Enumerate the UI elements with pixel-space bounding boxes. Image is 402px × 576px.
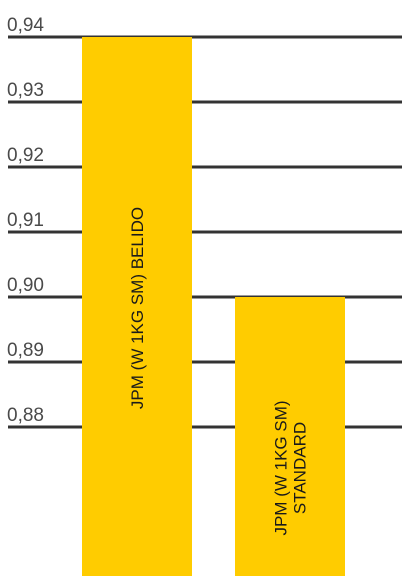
bar [235, 297, 345, 576]
bar-labels: JPM (W 1KG SM) BELIDO JPM (W 1KG SM)STAND… [128, 207, 310, 536]
bar-label-line: STANDARD [291, 422, 310, 514]
bar [82, 37, 192, 576]
y-tick-labels: 0,94 0,93 0,92 0,91 0,90 0,89 0,88 [7, 15, 44, 426]
gridlines [8, 35, 402, 429]
bar-label: JPM (W 1KG SM)STANDARD [272, 400, 310, 535]
y-tick-label: 0,94 [7, 15, 44, 36]
bar-label: JPM (W 1KG SM) BELIDO [128, 207, 147, 409]
y-tick-label: 0,90 [7, 275, 44, 296]
y-tick-label: 0,88 [7, 405, 44, 426]
y-tick-label: 0,89 [7, 340, 44, 361]
y-tick-label: 0,93 [7, 80, 44, 101]
y-tick-label: 0,92 [7, 145, 44, 166]
bars [82, 37, 345, 576]
bar-label-line: JPM (W 1KG SM) [272, 400, 291, 535]
bar-label-line: JPM (W 1KG SM) BELIDO [128, 207, 147, 409]
y-tick-label: 0,91 [7, 210, 44, 231]
